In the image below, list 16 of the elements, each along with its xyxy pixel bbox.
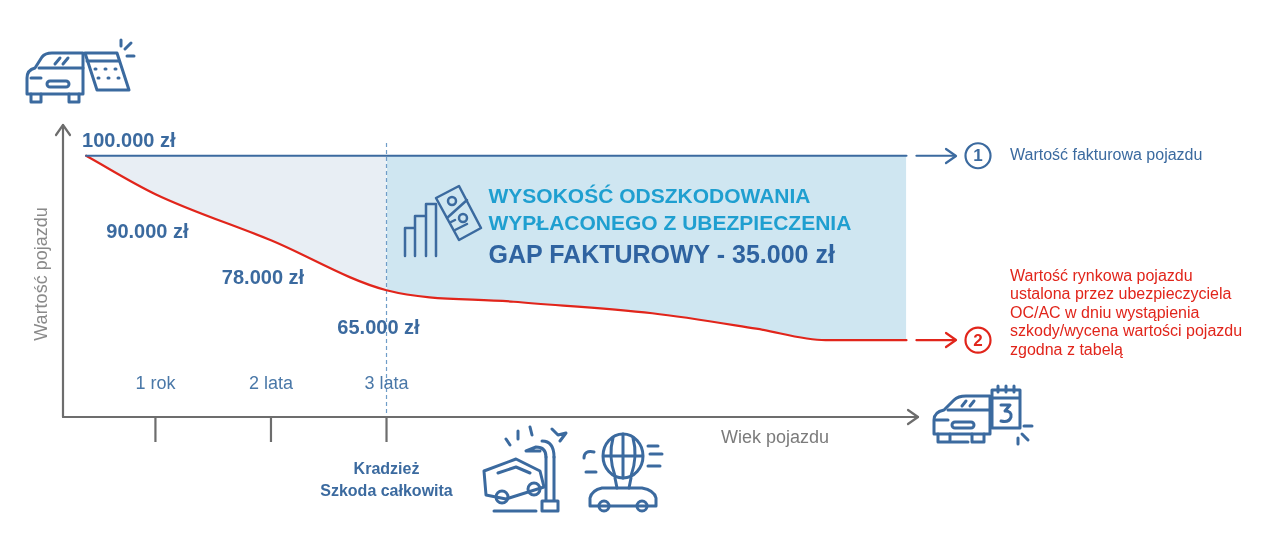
data-label: 78.000 zł <box>221 266 305 289</box>
x-tick-label: 1 rok <box>135 373 177 393</box>
text: 1 <box>973 146 983 166</box>
band-label: WYSOKOŚĆ ODSZKODOWANIA WYPŁACONEGO Z UBEZPIECZENIA <box>488 183 852 234</box>
x-axis-title: Wiek pojazdu <box>720 427 830 447</box>
ref-line-label: Kradzież Szkoda całkowita <box>320 460 453 499</box>
x-tick-label: 2 lata <box>248 373 294 393</box>
data-label: 90.000 zł <box>106 220 190 243</box>
legend-label: Wartość fakturowa pojazdu <box>1010 146 1203 164</box>
text: Wartość rynkowa pojazdu ustalona przez ubezpieczyciela OC/AC w dniu wystąpienia szkody/wycena wartości pojazdu zgodna z tabelą <box>1010 266 1243 358</box>
x-tick-label: 3 lata <box>364 373 410 393</box>
data-label: 100.000 zł <box>82 128 176 151</box>
y-axis-title: Wartość pojazdu <box>30 207 51 341</box>
data-label: 65.000 zł <box>337 316 421 339</box>
annotation: GAP FAKTUROWY - 35.000 zł <box>488 239 835 268</box>
text: 2 <box>973 330 983 350</box>
